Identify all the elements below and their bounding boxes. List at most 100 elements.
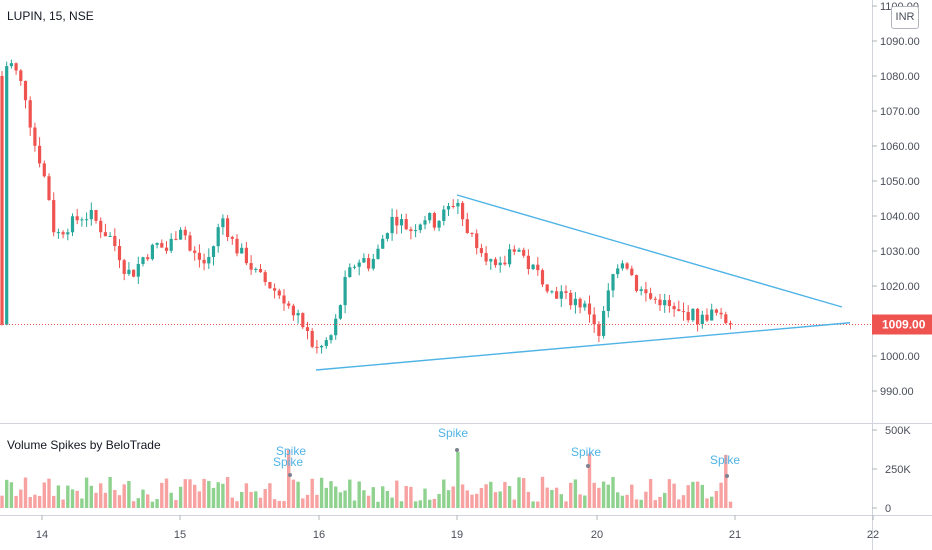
volume-bar — [52, 495, 56, 508]
candle-body — [658, 299, 662, 306]
candle-body — [399, 219, 404, 226]
candle-body — [611, 274, 615, 291]
candle-body — [545, 284, 549, 292]
candle-body — [686, 312, 690, 321]
candle-body — [141, 257, 145, 264]
spike-label: Spike — [710, 453, 740, 467]
volume-bar — [254, 491, 258, 508]
candle-body — [479, 248, 483, 254]
candle-body — [305, 327, 310, 331]
candle-body — [569, 292, 573, 306]
volume-bar — [578, 494, 582, 508]
spike-label: Spike — [571, 445, 601, 459]
volume-bar — [404, 486, 408, 508]
candle-body — [42, 163, 46, 177]
volume-bar — [634, 499, 639, 508]
indicator-legend[interactable]: Volume Spikes by BeloTrade — [7, 438, 161, 452]
volume-bar — [517, 477, 521, 508]
volume-bar — [592, 482, 596, 508]
volume-bar — [667, 479, 672, 508]
volume-bar — [235, 501, 239, 508]
volume-bar — [221, 483, 225, 508]
spike-label: Spike — [438, 426, 468, 440]
volume-bar — [127, 481, 131, 508]
volume-bar — [376, 501, 380, 508]
spike-label: Spike — [276, 444, 306, 458]
volume-bar — [188, 479, 192, 508]
volume-bar — [399, 501, 404, 508]
volume-bar — [42, 482, 46, 508]
volume-bar — [479, 488, 484, 508]
candle-body — [226, 218, 230, 237]
price-tick-label: 1030.00 — [880, 246, 920, 258]
volume-bar — [272, 499, 277, 508]
volume-bar — [625, 494, 629, 508]
candle-body — [320, 345, 324, 348]
volume-bar — [475, 493, 479, 508]
last-price-label: 1009.00 — [882, 318, 926, 332]
volume-bar — [677, 499, 681, 508]
candle-body — [38, 145, 42, 164]
volume-bar — [61, 499, 65, 508]
volume-bar — [113, 490, 117, 508]
candle-body — [634, 275, 639, 291]
volume-bar — [343, 490, 347, 508]
candle-body — [164, 247, 169, 251]
volume-bar — [695, 481, 700, 508]
volume-bar — [437, 493, 441, 508]
time-tick-label: 19 — [451, 529, 463, 541]
candle-body — [287, 303, 291, 306]
lower-trendline — [315, 322, 851, 371]
volume-bar — [540, 476, 545, 508]
volume-bar — [700, 484, 704, 508]
price-tick-label: 990.00 — [880, 386, 914, 398]
volume-bar — [28, 497, 32, 508]
candle-body — [432, 213, 436, 228]
currency-badge[interactable]: INR — [891, 6, 919, 29]
volume-bar — [460, 484, 465, 508]
candle-body — [512, 249, 516, 252]
volume-bar — [409, 486, 413, 508]
candle-body — [14, 63, 18, 71]
candle-body — [649, 293, 653, 299]
candle-body — [625, 263, 629, 269]
volume-bar — [413, 501, 418, 508]
candle-body — [390, 216, 394, 234]
candle-body — [719, 312, 723, 315]
volume-bar — [385, 490, 390, 508]
volume-bar — [648, 479, 653, 508]
volume-bar — [287, 449, 291, 508]
candle-body — [310, 330, 314, 347]
volume-bar — [103, 492, 108, 508]
candle-body — [517, 249, 521, 252]
volume-bar — [352, 500, 357, 508]
volume-bar — [564, 501, 568, 508]
volume-bar — [390, 497, 394, 508]
candle-body — [127, 269, 131, 274]
volume-bar — [117, 495, 122, 508]
volume-bar — [366, 495, 371, 508]
volume-bar — [131, 501, 136, 508]
volume-bar — [719, 482, 723, 508]
price-tick-label: 1080.00 — [880, 71, 920, 83]
candle-body — [644, 289, 648, 294]
volume-tick-label: 0 — [885, 503, 891, 515]
candle-body — [235, 238, 239, 254]
candle-body — [343, 277, 347, 306]
candle-body — [193, 250, 197, 253]
volume-bar — [146, 494, 150, 508]
candle-body — [522, 249, 526, 256]
candle-body — [508, 249, 512, 265]
candle-body — [9, 63, 13, 67]
price-tick-label: 1040.00 — [880, 211, 920, 223]
candle-body — [80, 219, 84, 221]
candle-body — [197, 252, 201, 260]
candle-body — [108, 235, 112, 237]
volume-bar — [724, 454, 728, 508]
candle-body — [352, 266, 357, 268]
volume-bars — [0, 449, 733, 508]
volume-bar — [89, 485, 93, 508]
symbol-legend[interactable]: LUPIN, 15, NSE — [7, 9, 94, 23]
